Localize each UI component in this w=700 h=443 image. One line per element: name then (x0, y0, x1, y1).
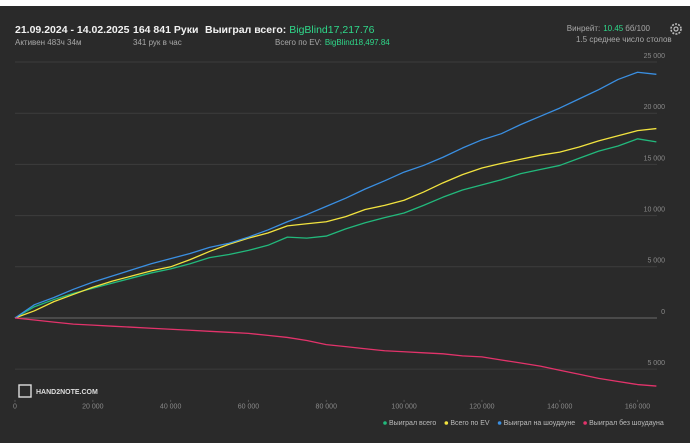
avg-tables: 1.5 среднее число столов (576, 35, 672, 44)
won-label: Выиграл всего: (205, 24, 286, 36)
x-tick-label: 40 000 (160, 404, 182, 411)
y-tick-label: 20 000 (644, 104, 666, 111)
ev-total: Всего по EV: BigBlind18,497.84 (275, 38, 390, 47)
y-tick-label: 0 (661, 309, 665, 316)
legend-marker (383, 421, 387, 425)
series-line (14, 71, 657, 319)
x-tick-label: 20 000 (82, 404, 104, 411)
ev-value: BigBlind18,497.84 (325, 38, 390, 47)
hands-per-hour: 341 рук в час (133, 38, 182, 47)
x-tick-label: 0 (13, 404, 17, 411)
winrate-unit: бб/100 (625, 24, 650, 33)
winrate-label: Винрейт: (567, 24, 600, 33)
dates: 21.09.2024 - 14.02.2025 (15, 24, 130, 36)
legend-label: Всего по EV (450, 420, 490, 427)
x-tick-label: 100 000 (391, 404, 416, 411)
y-tick-label: 10 000 (644, 206, 666, 213)
legend-label: Выиграл без шоудауна (589, 419, 664, 427)
active-time: Активен 483ч 34м (15, 38, 81, 47)
legend-label: Выиграл на шоудауне (504, 420, 576, 427)
legend-marker (497, 421, 502, 425)
won-total: Выиграл всего: BigBlind17,217.76 (205, 24, 375, 36)
logo-icon (18, 384, 32, 398)
x-tick-label: 140 000 (547, 404, 572, 411)
y-tick-label: 5 000 (647, 258, 665, 265)
legend-marker (444, 421, 449, 425)
series-line (14, 317, 657, 387)
x-tick-label: 160 000 (625, 404, 650, 411)
winrate-value: 10.45 (603, 24, 624, 33)
y-tick-label: 15 000 (644, 155, 666, 162)
panel (0, 6, 690, 443)
hands: 164 841 Руки (133, 24, 198, 36)
x-tick-label: 80 000 (316, 404, 338, 411)
series-line (14, 127, 657, 319)
legend-label: Выиграл всего (389, 420, 436, 427)
won-value: BigBlind17,217.76 (289, 24, 374, 36)
y-tick-label: 5 000 (647, 360, 665, 367)
settings-icon[interactable] (670, 23, 682, 35)
ev-label: Всего по EV: (275, 38, 322, 47)
x-tick-label: 120 000 (469, 404, 494, 411)
winrate: Винрейт: 10.45 бб/100 (567, 24, 651, 33)
series-line (14, 138, 657, 319)
x-tick-label: 60 000 (238, 404, 260, 411)
y-tick-label: 25 000 (644, 53, 666, 60)
legend-marker (583, 421, 587, 425)
logo: HAND2NOTE.COM (36, 389, 98, 396)
